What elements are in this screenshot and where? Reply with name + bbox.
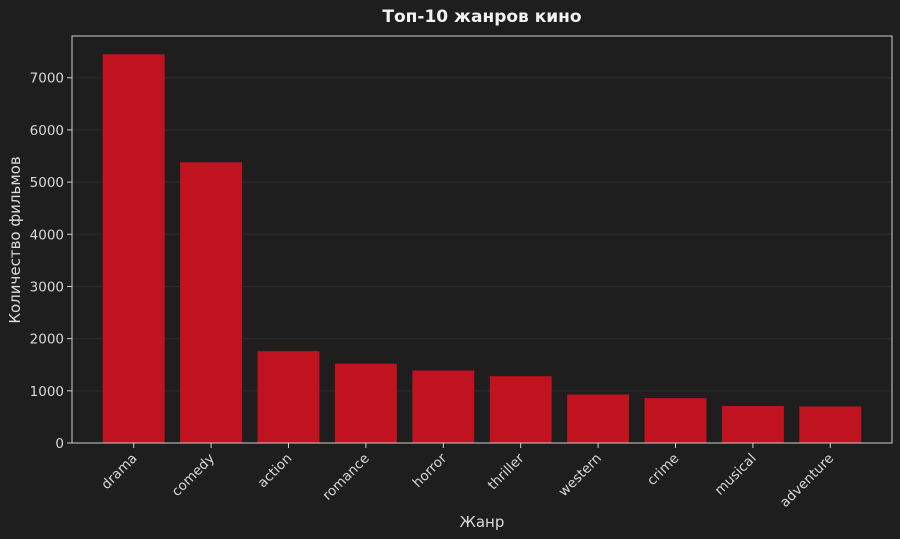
y-tick-label: 3000 xyxy=(30,279,64,295)
x-tick-label-action: action xyxy=(255,451,296,492)
x-tick-label-romance: romance xyxy=(320,451,373,504)
x-tick-label-horror: horror xyxy=(410,450,451,491)
x-tick-label-comedy: comedy xyxy=(169,451,218,500)
x-tick-label-thriller: thriller xyxy=(485,450,528,493)
y-axis-label: Количество фильмов xyxy=(6,156,24,323)
x-axis-label: Жанр xyxy=(460,513,505,531)
x-tick-label-crime: crime xyxy=(644,451,682,489)
bar-drama xyxy=(102,54,165,444)
y-tick-label: 7000 xyxy=(30,71,64,87)
bar-crime xyxy=(644,398,707,443)
y-tick-label: 0 xyxy=(55,436,64,452)
bar-horror xyxy=(412,370,475,443)
bar-western xyxy=(567,394,630,443)
x-tick-label-western: western xyxy=(556,451,605,500)
y-axis: 0 1000 2000 3000 4000 5000 6000 7000 xyxy=(30,71,72,452)
bar-comedy xyxy=(180,162,243,443)
bar-adventure xyxy=(799,406,862,443)
x-tick-label-musical: musical xyxy=(712,451,760,499)
x-axis: drama comedy action romance horror thriller we… xyxy=(98,443,837,511)
y-tick-label: 5000 xyxy=(30,175,64,191)
bar-thriller xyxy=(489,376,552,443)
chart-title: Топ-10 жанров кино xyxy=(382,7,581,27)
y-tick-label: 4000 xyxy=(30,227,64,243)
plot-frame xyxy=(71,35,893,444)
bar-musical xyxy=(721,405,784,443)
y-tick-label: 6000 xyxy=(30,123,64,139)
x-tick-label-drama: drama xyxy=(98,451,140,493)
bars xyxy=(102,54,862,444)
bar-action xyxy=(257,351,320,443)
y-tick-label: 1000 xyxy=(30,384,64,400)
x-tick-label-adventure: adventure xyxy=(777,451,837,511)
y-tick-label: 2000 xyxy=(30,332,64,348)
bar-romance xyxy=(334,363,397,443)
